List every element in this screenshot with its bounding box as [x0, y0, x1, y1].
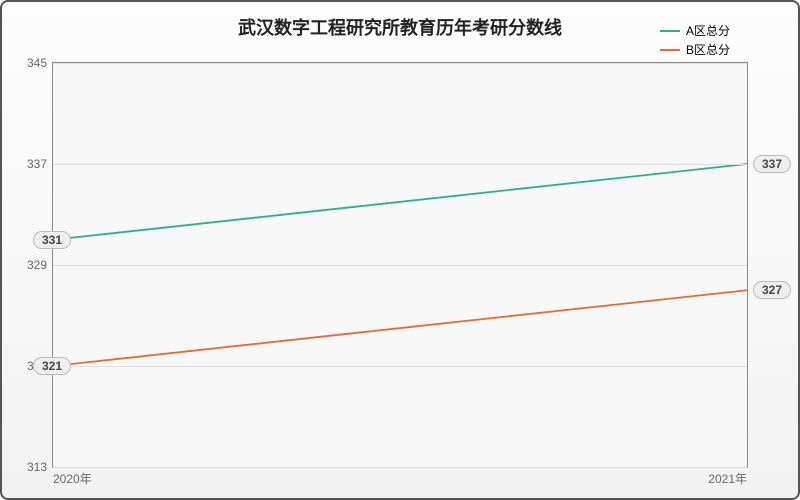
grid-line [53, 164, 747, 165]
grid-line [53, 366, 747, 367]
point-label: 331 [33, 231, 71, 249]
y-tick-label: 329 [13, 258, 47, 272]
legend-item-a: A区总分 [660, 22, 730, 39]
x-tick-label: 2020年 [53, 470, 92, 487]
series-line [53, 164, 747, 240]
y-tick-label: 313 [13, 460, 47, 474]
grid-line [53, 265, 747, 266]
grid-line [53, 467, 747, 468]
grid-line [53, 63, 747, 64]
y-tick-label: 345 [13, 56, 47, 70]
legend-label-b: B区总分 [686, 41, 730, 58]
legend-label-a: A区总分 [686, 22, 730, 39]
legend-swatch-a [660, 30, 680, 32]
x-tick-label: 2021年 [708, 470, 747, 487]
chart-container: 武汉数字工程研究所教育历年考研分数线 A区总分 B区总分 31332132933… [0, 0, 800, 500]
point-label: 337 [753, 155, 791, 173]
series-line [53, 290, 747, 366]
y-tick-label: 337 [13, 157, 47, 171]
legend-swatch-b [660, 49, 680, 51]
legend-item-b: B区总分 [660, 41, 730, 58]
point-label: 327 [753, 281, 791, 299]
legend: A区总分 B区总分 [660, 22, 730, 60]
point-label: 321 [33, 357, 71, 375]
plot-area: 3133213293373452020年2021年331337321327 [52, 62, 748, 468]
